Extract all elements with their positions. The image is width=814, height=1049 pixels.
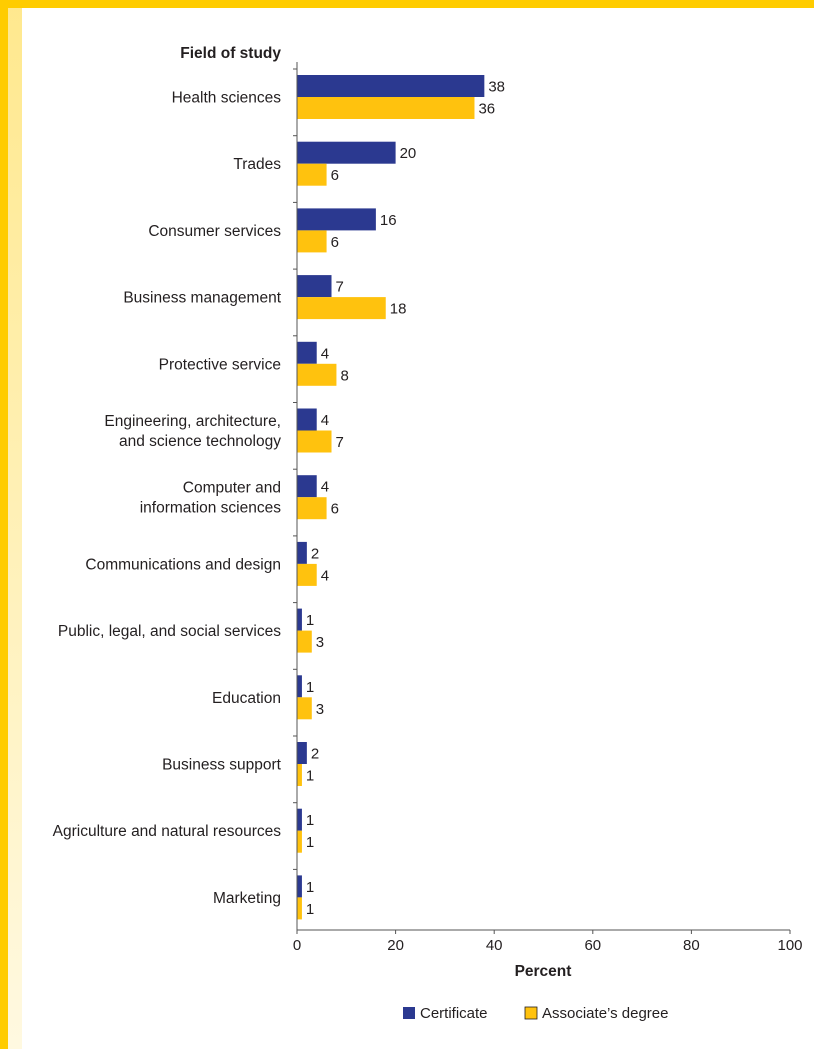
value-label-certificate-11: 1	[306, 812, 314, 829]
category-label-0: Health sciences	[172, 90, 282, 107]
value-label-associate-1: 6	[331, 167, 339, 184]
x-tick-label-5: 100	[777, 937, 802, 954]
bars-group	[297, 75, 485, 920]
bar-certificate-3	[297, 275, 332, 298]
value-label-associate-4: 8	[340, 367, 348, 384]
value-label-certificate-6: 4	[321, 479, 329, 496]
bar-certificate-1	[297, 141, 396, 164]
bar-associate-2	[297, 230, 327, 253]
x-ticks: 0 20 40 60 80 100	[293, 930, 803, 954]
bar-associate-1	[297, 163, 327, 186]
bar-certificate-10	[297, 742, 307, 764]
category-label-5-line0: Engineering, architecture,	[104, 413, 281, 430]
value-label-associate-3: 18	[390, 301, 407, 318]
category-label-12: Marketing	[213, 890, 281, 907]
bar-certificate-8	[297, 608, 302, 631]
bar-certificate-12	[297, 875, 302, 898]
value-label-certificate-1: 20	[400, 145, 417, 162]
x-tick-label-1: 20	[387, 937, 404, 954]
value-label-associate-10: 1	[306, 768, 314, 785]
value-label-associate-11: 1	[306, 834, 314, 851]
value-label-associate-12: 1	[306, 901, 314, 918]
x-tick-label-3: 60	[584, 937, 601, 954]
category-label-4: Protective service	[159, 356, 281, 373]
bar-certificate-2	[297, 208, 376, 231]
bar-certificate-4	[297, 341, 317, 364]
category-label-9: Education	[212, 690, 281, 707]
value-label-associate-8: 3	[316, 634, 324, 651]
category-label-7: Communications and design	[85, 556, 281, 573]
legend-swatch-associate	[524, 1006, 538, 1020]
value-label-associate-2: 6	[331, 234, 339, 251]
category-label-1: Trades	[233, 156, 281, 173]
value-label-certificate-10: 2	[311, 746, 319, 763]
category-label-11: Agriculture and natural resources	[53, 823, 282, 840]
left-edge-glow	[8, 8, 22, 1049]
category-labels: Health sciences Trades Consumer services Bu…	[53, 90, 282, 907]
value-label-associate-6: 6	[331, 501, 339, 518]
legend: Certificate Associate’s degree	[403, 1005, 668, 1022]
category-label-6-line1: information sciences	[140, 500, 282, 517]
bar-certificate-0	[297, 75, 485, 97]
bar-certificate-11	[297, 808, 302, 831]
bar-associate-4	[297, 363, 337, 386]
legend-swatch-certificate	[403, 1007, 415, 1019]
bar-certificate-6	[297, 475, 317, 498]
bar-associate-11	[297, 830, 302, 853]
category-label-2: Consumer services	[148, 223, 281, 240]
value-label-certificate-12: 1	[306, 879, 314, 896]
value-label-certificate-7: 2	[311, 545, 319, 562]
value-label-certificate-3: 7	[336, 279, 344, 296]
value-label-certificate-4: 4	[321, 345, 329, 362]
value-label-associate-0: 36	[478, 101, 495, 118]
category-label-3: Business management	[123, 290, 281, 307]
value-label-certificate-9: 1	[306, 679, 314, 696]
value-label-associate-7: 4	[321, 567, 329, 584]
y-axis-title: Field of study	[180, 45, 281, 62]
bar-certificate-5	[297, 408, 317, 431]
bar-associate-7	[297, 563, 317, 586]
x-axis-title: Percent	[515, 963, 572, 980]
bar-associate-5	[297, 430, 332, 453]
category-label-6-line0: Computer and	[183, 480, 281, 497]
x-tick-label-0: 0	[293, 937, 301, 954]
x-tick-label-4: 80	[683, 937, 700, 954]
x-tick-label-2: 40	[486, 937, 503, 954]
legend-label-associate: Associate’s degree	[542, 1005, 668, 1022]
bar-associate-8	[297, 630, 312, 653]
value-label-associate-5: 7	[336, 434, 344, 451]
legend-label-certificate: Certificate	[420, 1005, 488, 1022]
bar-certificate-7	[297, 541, 307, 564]
bar-associate-6	[297, 497, 327, 520]
category-label-5-line1: and science technology	[119, 433, 281, 450]
value-label-certificate-2: 16	[380, 212, 397, 229]
value-label-certificate-8: 1	[306, 612, 314, 629]
value-label-associate-9: 3	[316, 701, 324, 718]
bar-associate-9	[297, 697, 312, 720]
bar-associate-0	[297, 97, 475, 119]
bar-certificate-9	[297, 675, 302, 698]
axes	[293, 62, 790, 931]
value-label-certificate-5: 4	[321, 412, 329, 429]
bar-associate-10	[297, 764, 302, 786]
bar-associate-3	[297, 297, 386, 320]
value-label-certificate-0: 38	[488, 79, 505, 96]
category-label-10: Business support	[162, 757, 282, 774]
category-label-8: Public, legal, and social services	[58, 623, 281, 640]
bar-associate-12	[297, 897, 302, 920]
